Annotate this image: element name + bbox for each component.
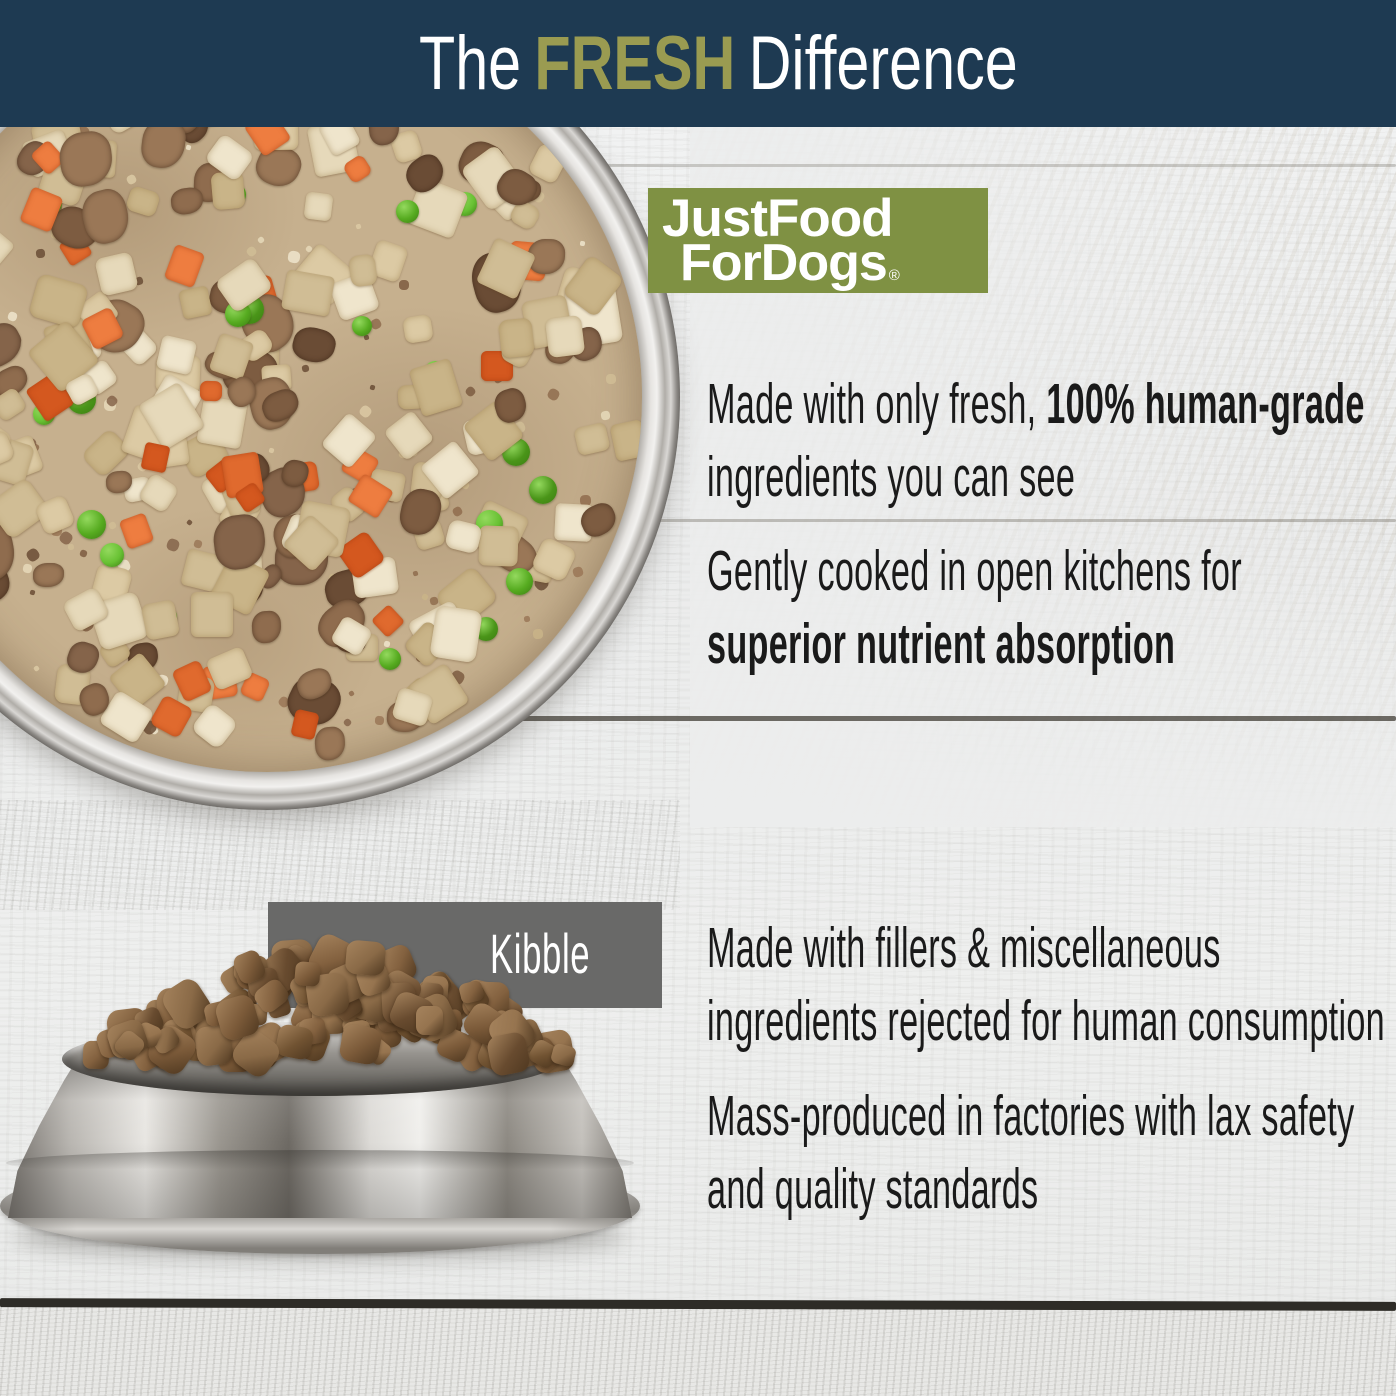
food-chunk — [185, 144, 192, 151]
food-chunk — [532, 628, 544, 640]
food-chunk — [280, 269, 336, 317]
food-chunk — [451, 505, 464, 518]
food-chunk — [571, 565, 585, 579]
food-chunk — [357, 403, 374, 420]
header-banner: The FRESH Difference — [0, 0, 1396, 127]
fresh-food-bowl-photo — [0, 0, 680, 810]
food-chunk — [529, 476, 557, 504]
brand-logo-line2: ForDogs ® — [680, 234, 900, 292]
food-chunk — [371, 604, 405, 638]
food-chunk — [342, 717, 353, 728]
food-chunk — [355, 223, 362, 230]
food-chunk — [193, 539, 203, 549]
food-chunk — [506, 568, 533, 595]
title-fresh-highlight: FRESH — [534, 21, 736, 106]
fresh-point-2: Gently cooked in open kitchens for superi… — [707, 539, 1242, 676]
kibble-point-2: Mass-produced in factories with lax safe… — [707, 1084, 1355, 1221]
title-suffix: Difference — [748, 21, 1018, 106]
brand-logo: JustFood ForDogs ® — [648, 188, 988, 293]
food-chunk — [33, 563, 64, 587]
food-chunk — [396, 200, 419, 223]
kibble-label-box — [268, 902, 662, 1008]
food-chunk — [140, 441, 171, 474]
food-chunk — [352, 316, 372, 336]
food-chunk — [118, 512, 155, 550]
food-chunk — [369, 384, 376, 391]
title-prefix: The — [419, 21, 522, 106]
food-chunk — [287, 250, 301, 264]
wood-seam — [610, 519, 1396, 522]
food-chunk — [301, 364, 310, 373]
food-chunk — [402, 313, 434, 345]
food-chunk — [523, 615, 531, 623]
wood-seam — [540, 164, 1396, 167]
wood-seam — [420, 716, 1396, 721]
food-chunk — [289, 323, 339, 367]
food-chunk — [348, 690, 355, 697]
food-chunk — [478, 525, 519, 567]
food-chunk — [600, 410, 611, 421]
food-chunk — [125, 173, 138, 186]
food-chunk — [313, 725, 347, 762]
food-chunk — [94, 251, 139, 297]
food-chunk — [67, 543, 75, 551]
food-chunk — [100, 543, 124, 567]
food-chunk — [6, 310, 19, 323]
food-chunk — [544, 314, 586, 359]
food-chunk — [412, 570, 419, 577]
food-chunk — [379, 648, 401, 670]
food-chunk — [29, 589, 36, 596]
food-chunk — [199, 380, 223, 402]
registered-trademark-icon: ® — [888, 267, 900, 284]
food-chunk — [33, 665, 40, 672]
food-chunk — [383, 409, 435, 462]
food-chunk — [107, 520, 118, 531]
food-chunk — [140, 599, 181, 641]
food-chunk — [245, 245, 258, 258]
wood-speckle-texture — [0, 800, 680, 910]
food-chunk — [0, 386, 28, 423]
food-chunk — [251, 610, 282, 644]
kibble-point-1: Made with fillers & miscellaneous ingredi… — [707, 916, 1385, 1053]
food-chunk — [464, 385, 477, 398]
food-chunk — [498, 317, 535, 359]
food-chunk — [579, 240, 586, 247]
wood-speckle-band — [0, 1306, 1396, 1396]
kibble-bowl-mouth — [62, 1022, 562, 1096]
fresh-food-mix — [0, 22, 642, 772]
food-chunk — [605, 373, 617, 385]
food-chunk — [303, 191, 334, 222]
food-chunk — [163, 243, 206, 289]
food-chunk — [374, 715, 385, 726]
kibble-bowl-joint — [6, 1150, 634, 1176]
food-chunk — [165, 537, 181, 553]
food-chunk — [178, 285, 213, 320]
food-chunk — [609, 419, 642, 462]
food-chunk — [169, 186, 205, 216]
food-chunk — [268, 447, 275, 454]
food-chunk — [78, 548, 89, 559]
food-chunk — [22, 563, 33, 574]
fresh-point-1: Made with only fresh, 100% human-grade in… — [707, 372, 1365, 509]
brand-logo-line1: JustFood — [662, 189, 893, 248]
food-chunk — [35, 248, 46, 259]
food-chunk — [429, 604, 483, 664]
food-chunk — [24, 546, 42, 564]
food-chunk — [185, 518, 194, 527]
food-chunk — [256, 235, 266, 245]
food-chunk — [383, 640, 391, 648]
food-chunk — [420, 592, 430, 602]
food-chunk — [348, 253, 378, 288]
food-chunk — [77, 510, 106, 539]
food-chunk — [398, 279, 410, 291]
food-chunk — [124, 184, 162, 219]
food-chunk — [545, 386, 562, 403]
food-chunk — [0, 223, 16, 268]
food-chunk — [573, 421, 611, 457]
food-chunk — [191, 592, 233, 637]
page-title: The FRESH Difference — [419, 0, 1018, 127]
kibble-label: Kibble — [490, 922, 591, 985]
